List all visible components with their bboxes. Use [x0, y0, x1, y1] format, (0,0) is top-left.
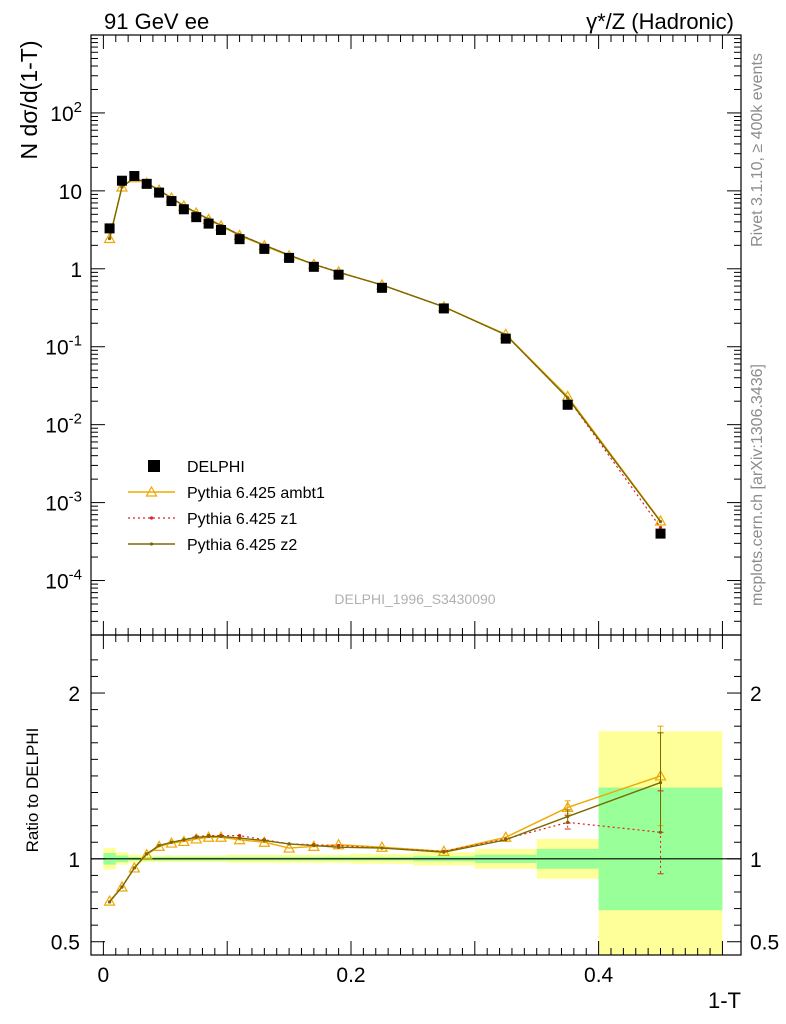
ratio-y-tick-label: 0.5: [51, 932, 80, 955]
legend-label: Pythia 6.425 z2: [187, 537, 297, 554]
data-point: [284, 252, 295, 263]
mcplots-label: mcplots.cern.ch [arXiv:1306.3436]: [749, 364, 766, 606]
data-point: [141, 178, 152, 189]
y-tick-label: 10-1: [45, 333, 82, 360]
x-axis-title: 1-T: [708, 988, 741, 1013]
x-tick-label: 0.2: [336, 964, 365, 987]
y-tick-label: 10-2: [45, 411, 82, 438]
mc-point: [120, 185, 124, 189]
ratio-point: [375, 840, 388, 852]
ratio-point: [103, 894, 116, 906]
ratio-point: [157, 843, 161, 848]
mc-point: [654, 514, 667, 526]
analysis-watermark: DELPHI_1996_S3430090: [334, 591, 495, 607]
mc-point: [103, 232, 116, 244]
ratio-point: [658, 780, 663, 785]
ratio-point: [107, 900, 112, 904]
ratio-point: [283, 841, 296, 853]
data-point: [655, 528, 666, 539]
ratio-point: [380, 846, 384, 850]
ratio-panel-axes: 0.5 0.5 1 1 2 2 0 0.2 0.4: [51, 635, 779, 987]
ratio-point: [194, 835, 198, 839]
legend-label: DELPHI: [187, 459, 245, 476]
ratio-panel-series: [103, 725, 667, 906]
mc-point: [658, 520, 663, 524]
ratio-point: [182, 838, 186, 842]
mc-point: [107, 236, 112, 241]
ratio-point: [153, 840, 166, 851]
header-right-label: γ*/Z (Hadronic): [586, 9, 734, 34]
ratio-point: [442, 850, 446, 854]
x-tick-label: 0: [98, 964, 110, 987]
ratio-panel-frame: [90, 634, 742, 956]
ratio-y-tick-label-right: 2: [750, 683, 762, 706]
ratio-line-z2: [109, 781, 661, 903]
ratio-y-axis-title: Ratio to DELPHI: [23, 728, 42, 853]
data-point: [191, 212, 202, 223]
mc-point: [115, 180, 128, 192]
ratio-point: [262, 838, 266, 843]
x-tick-label: 0.4: [584, 964, 614, 987]
main-panel-axes: 10-4 10-3 10-2 10-1 1 10 102: [45, 35, 741, 636]
ratio-point: [115, 880, 128, 892]
ratio-y-tick-label: 1: [68, 849, 80, 872]
data-point: [178, 204, 189, 215]
data-point: [562, 399, 573, 410]
ratio-point: [128, 861, 141, 873]
ratio-y-tick-label-right: 0.5: [750, 932, 779, 955]
data-point: [376, 282, 387, 293]
data-point: [438, 303, 449, 314]
ratio-point: [504, 838, 508, 842]
y-tick-label: 10-3: [45, 489, 82, 516]
rivet-version-label: Rivet 3.1.10, ≥ 400k events: [749, 53, 766, 247]
data-point: [104, 223, 115, 234]
main-y-axis-title: N dσ/d(1-T): [16, 41, 42, 160]
y-tick-label: 10-4: [45, 567, 82, 594]
ratio-point: [337, 845, 341, 849]
ratio-point: [145, 852, 149, 856]
ratio-point: [120, 885, 124, 889]
ratio-point: [132, 866, 136, 870]
mc-point: [658, 525, 663, 530]
data-point: [116, 175, 127, 186]
header-left-label: 91 GeV ee: [104, 9, 209, 34]
legend-marker: [149, 516, 154, 520]
data-point: [203, 218, 214, 229]
y-tick-label: 102: [50, 99, 82, 126]
ratio-point: [237, 836, 242, 840]
ratio-point: [219, 834, 223, 839]
data-point: [500, 333, 511, 344]
main-panel-series: [103, 171, 667, 539]
ratio-point: [287, 842, 291, 846]
ratio-point: [233, 833, 246, 845]
legend: DELPHI Pythia 6.425 ambt1 Pythia 6.425 z1 P…: [128, 459, 325, 554]
y-tick-label: 10: [59, 181, 82, 204]
legend-data-marker: [148, 460, 160, 472]
ratio-point: [169, 840, 174, 844]
data-point: [333, 269, 344, 280]
legend-label: Pythia 6.425 z1: [187, 511, 297, 528]
data-point: [166, 196, 177, 207]
data-point: [308, 261, 319, 272]
ratio-point: [207, 834, 211, 839]
ratio-point: [312, 843, 316, 848]
ratio-y-tick-label-right: 1: [750, 849, 762, 872]
y-tick-label: 1: [70, 259, 82, 282]
data-point: [129, 171, 140, 182]
ratio-point: [566, 814, 570, 819]
ratio-y-tick-label: 2: [68, 683, 80, 706]
data-point: [234, 234, 245, 245]
ratio-point: [237, 834, 242, 838]
data-point: [259, 243, 270, 254]
legend-marker: [145, 485, 158, 497]
ratio-point: [258, 836, 271, 847]
legend-label: Pythia 6.425 ambt1: [187, 485, 325, 502]
data-point: [154, 187, 165, 198]
data-point: [216, 224, 226, 235]
legend-marker: [149, 542, 154, 546]
mc-point: [566, 396, 570, 400]
ratio-point: [140, 848, 153, 860]
